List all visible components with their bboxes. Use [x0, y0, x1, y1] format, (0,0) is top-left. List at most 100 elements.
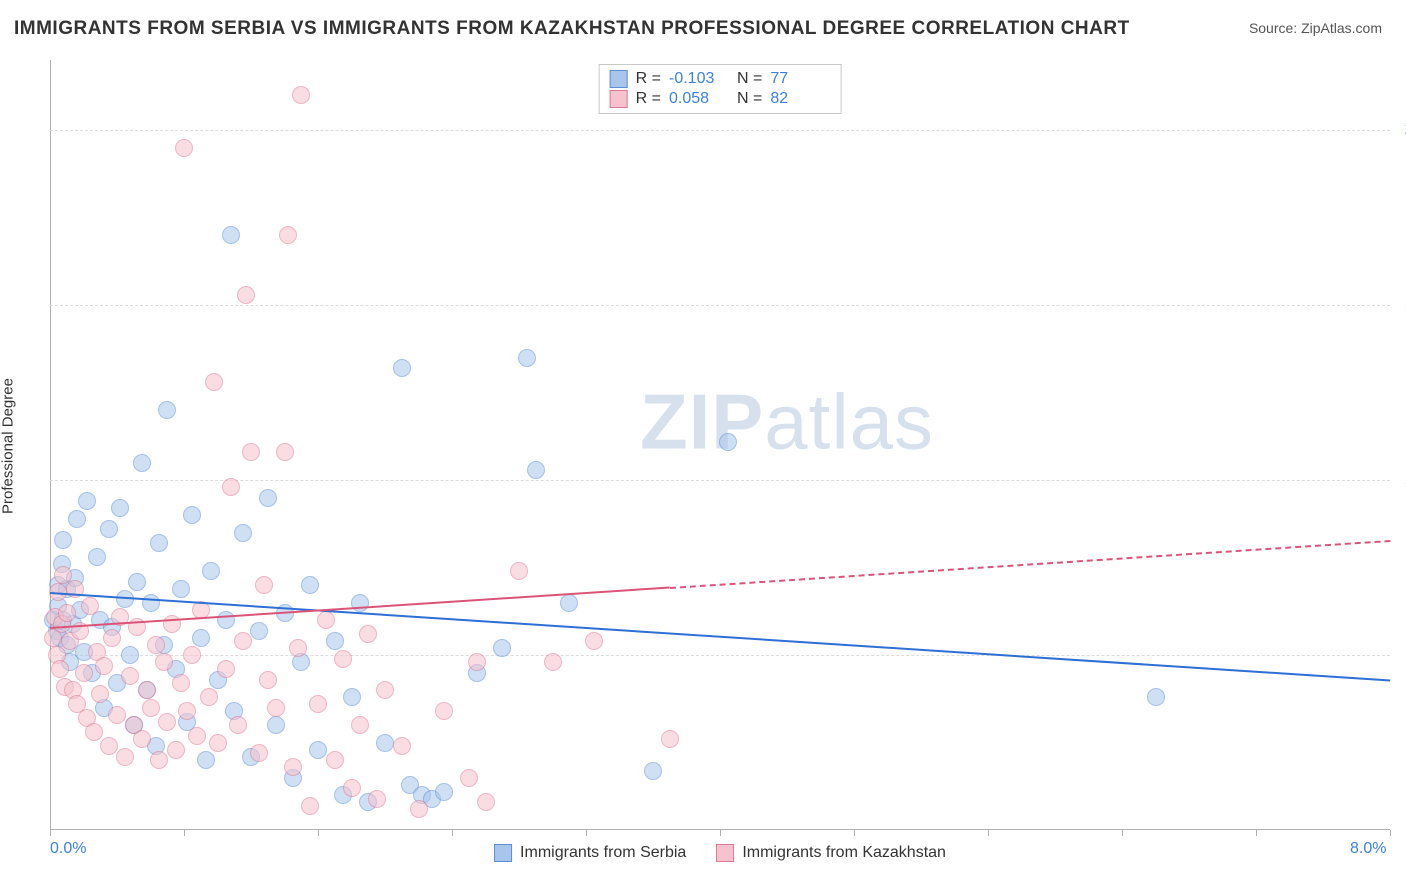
data-point	[393, 737, 411, 755]
data-point	[222, 226, 240, 244]
data-point	[343, 779, 361, 797]
n-label: N =	[737, 90, 762, 108]
x-tick-mark	[50, 830, 51, 836]
series-legend-item: Immigrants from Serbia	[494, 844, 686, 862]
data-point	[410, 800, 428, 818]
data-point	[242, 443, 260, 461]
r-value: 0.058	[669, 90, 729, 108]
data-point	[289, 639, 307, 657]
data-point	[158, 713, 176, 731]
data-point	[279, 226, 297, 244]
watermark: ZIPatlas	[640, 376, 934, 467]
data-point	[250, 622, 268, 640]
data-point	[81, 597, 99, 615]
data-point	[1147, 688, 1165, 706]
data-point	[644, 762, 662, 780]
data-point	[309, 741, 327, 759]
data-point	[150, 751, 168, 769]
data-point	[133, 454, 151, 472]
data-point	[284, 758, 302, 776]
x-tick-mark	[1390, 830, 1391, 836]
data-point	[719, 433, 737, 451]
x-tick-mark	[1256, 830, 1257, 836]
data-point	[267, 699, 285, 717]
data-point	[54, 531, 72, 549]
data-point	[334, 650, 352, 668]
x-tick-mark	[586, 830, 587, 836]
chart-title: IMMIGRANTS FROM SERBIA VS IMMIGRANTS FRO…	[14, 18, 1130, 40]
data-point	[518, 349, 536, 367]
data-point	[51, 660, 69, 678]
data-point	[197, 751, 215, 769]
data-point	[167, 741, 185, 759]
data-point	[376, 734, 394, 752]
data-point	[75, 664, 93, 682]
data-point	[544, 653, 562, 671]
data-point	[237, 286, 255, 304]
data-point	[58, 604, 76, 622]
data-point	[368, 790, 386, 808]
x-tick-label: 8.0%	[1350, 840, 1386, 858]
plot-area: ZIPatlas R =-0.103N =77R =0.058N =82 Imm…	[50, 60, 1390, 830]
x-tick-mark	[318, 830, 319, 836]
data-point	[155, 653, 173, 671]
regression-line	[670, 540, 1390, 589]
y-axis-line	[50, 60, 51, 830]
data-point	[585, 632, 603, 650]
data-point	[95, 657, 113, 675]
data-point	[351, 716, 369, 734]
data-point	[276, 443, 294, 461]
data-point	[116, 748, 134, 766]
legend-swatch	[716, 844, 734, 862]
source-attribution: Source: ZipAtlas.com	[1249, 20, 1382, 36]
data-point	[100, 520, 118, 538]
data-point	[108, 706, 126, 724]
x-tick-mark	[184, 830, 185, 836]
data-point	[121, 646, 139, 664]
series-legend: Immigrants from Serbia Immigrants from Ka…	[494, 844, 946, 862]
data-point	[222, 478, 240, 496]
data-point	[91, 685, 109, 703]
data-point	[192, 629, 210, 647]
data-point	[292, 86, 310, 104]
data-point	[661, 730, 679, 748]
series-legend-label: Immigrants from Serbia	[520, 844, 686, 862]
data-point	[527, 461, 545, 479]
data-point	[202, 562, 220, 580]
data-point	[376, 681, 394, 699]
x-tick-mark	[720, 830, 721, 836]
data-point	[142, 594, 160, 612]
data-point	[183, 646, 201, 664]
legend-swatch	[610, 70, 628, 88]
data-point	[560, 594, 578, 612]
grid-line	[50, 655, 1390, 656]
data-point	[493, 639, 511, 657]
data-point	[183, 506, 201, 524]
legend-swatch	[494, 844, 512, 862]
x-tick-mark	[1122, 830, 1123, 836]
data-point	[142, 699, 160, 717]
data-point	[255, 576, 273, 594]
data-point	[172, 580, 190, 598]
data-point	[138, 681, 156, 699]
data-point	[78, 492, 96, 510]
data-point	[229, 716, 247, 734]
legend-swatch	[610, 90, 628, 108]
stats-legend-row: R =0.058N =82	[610, 89, 831, 109]
data-point	[175, 139, 193, 157]
data-point	[121, 667, 139, 685]
data-point	[200, 688, 218, 706]
series-legend-label: Immigrants from Kazakhstan	[742, 844, 946, 862]
data-point	[205, 373, 223, 391]
data-point	[460, 769, 478, 787]
data-point	[510, 562, 528, 580]
data-point	[301, 797, 319, 815]
data-point	[326, 751, 344, 769]
data-point	[88, 548, 106, 566]
data-point	[250, 744, 268, 762]
n-value: 82	[770, 90, 830, 108]
data-point	[309, 695, 327, 713]
data-point	[326, 632, 344, 650]
grid-line	[50, 305, 1390, 306]
stats-legend-row: R =-0.103N =77	[610, 69, 831, 89]
